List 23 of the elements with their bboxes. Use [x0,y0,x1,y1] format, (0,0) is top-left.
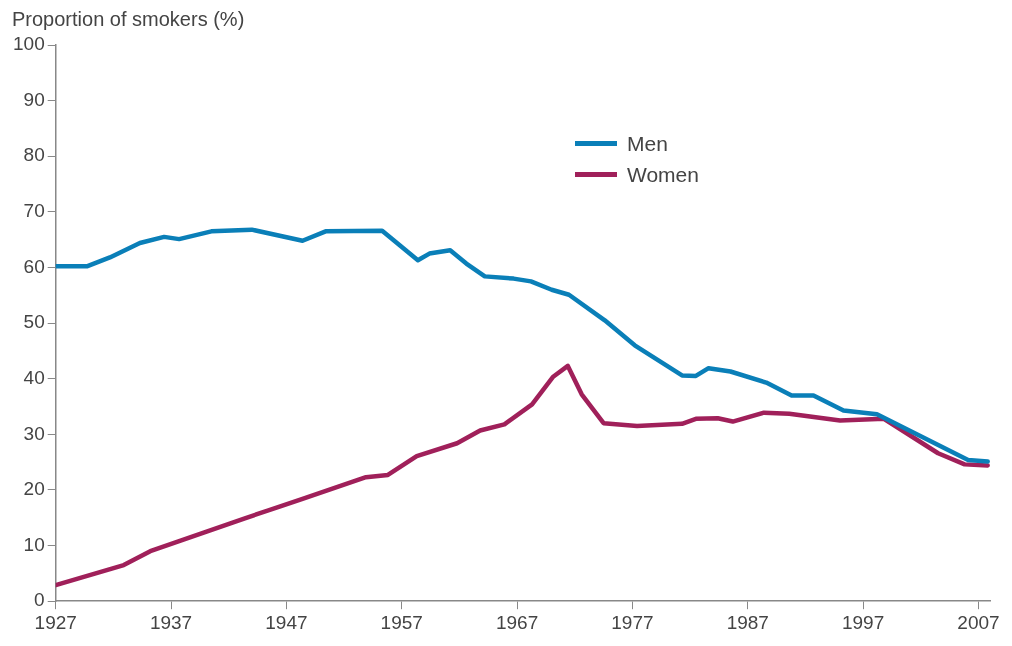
x-tick-label: 1977 [611,611,654,633]
y-tick-label: 90 [23,88,45,110]
y-tick-label: 70 [23,200,45,222]
y-tick-label: 100 [13,33,45,55]
x-tick-label: 1937 [149,611,193,633]
x-tick-label: 1927 [34,611,77,633]
legend-label: Women [627,162,699,187]
y-tick-label: 0 [34,589,45,611]
x-tick-label: 1947 [265,611,308,633]
x-tick-label: 1957 [380,611,423,633]
y-tick-label: 40 [23,366,45,388]
y-tick-label: 30 [23,422,45,444]
y-tick-label: 50 [23,311,45,333]
y-tick-label: 10 [23,533,45,555]
legend-label: Men [627,131,668,156]
y-tick-label: 20 [23,478,45,500]
x-tick-label: 1967 [495,611,539,633]
x-tick-label: 2007 [957,611,1000,633]
y-axis-title: Proportion of smokers (%) [12,8,245,31]
y-tick-label: 60 [23,255,45,277]
x-tick-label: 1997 [841,611,885,633]
x-tick-label: 1987 [726,611,769,633]
y-tick-label: 80 [23,144,45,166]
